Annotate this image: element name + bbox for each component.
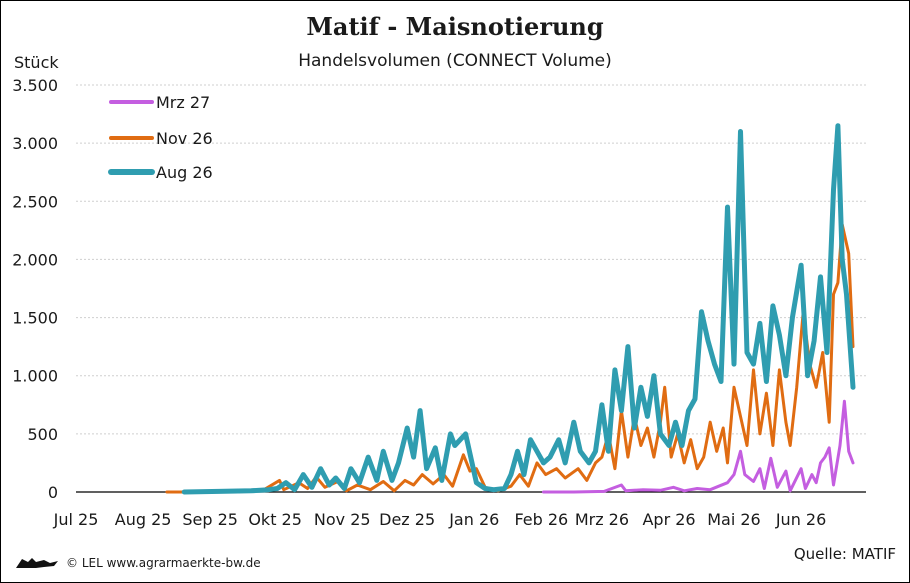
footer-credit-text: © LEL www.agrarmaerkte-bw.de — [66, 556, 261, 570]
y-tick-label: 3.500 — [12, 76, 58, 95]
x-tick-label: Jun 26 — [775, 510, 826, 529]
chart-subtitle: Handelsvolumen (CONNECT Volume) — [298, 51, 612, 71]
series-line-aug-26 — [181, 123, 856, 495]
x-tick-label: Feb 26 — [514, 510, 568, 529]
y-tick-label: 2.500 — [12, 192, 58, 211]
series-lines — [165, 123, 856, 495]
y-tick-label: 1.500 — [12, 309, 58, 328]
x-tick-label: Okt 25 — [248, 510, 302, 529]
x-tick-label: Jul 25 — [53, 510, 99, 529]
x-tick-label: Mai 26 — [707, 510, 761, 529]
y-axis-unit-label: Stück — [14, 53, 59, 72]
footer-credit: © LEL www.agrarmaerkte-bw.de — [14, 556, 261, 570]
y-tick-label: 1.000 — [12, 367, 58, 386]
x-axis-ticks: Jul 25 Aug 25 Sep 25 Okt 25 Nov 25 Dez 25 Jan … — [53, 510, 827, 529]
y-tick-label: 3.000 — [12, 134, 58, 153]
x-tick-label: Mrz 26 — [575, 510, 629, 529]
y-axis-ticks: 0 500 1.000 1.500 2.000 2.500 3.000 3.500 — [12, 76, 58, 502]
x-tick-label: Apr 26 — [642, 510, 695, 529]
series-line-mrz-27 — [542, 399, 855, 494]
y-tick-label: 500 — [27, 425, 58, 444]
legend-label: Aug 26 — [156, 163, 213, 182]
chart-title: Matif - Maisnotierung — [306, 12, 604, 41]
series-line-nov-26 — [165, 223, 855, 494]
state-lion-logo-icon — [16, 558, 58, 568]
footer-source: Quelle: MATIF — [793, 545, 896, 563]
x-tick-label: Dez 25 — [379, 510, 435, 529]
x-tick-label: Aug 25 — [115, 510, 172, 529]
y-tick-label: 0 — [48, 483, 58, 502]
legend-label: Nov 26 — [156, 129, 213, 148]
x-tick-label: Sep 25 — [182, 510, 238, 529]
legend: Mrz 27 Nov 26 Aug 26 — [108, 93, 213, 182]
legend-label: Mrz 27 — [156, 93, 210, 112]
y-tick-label: 2.000 — [12, 250, 58, 269]
x-tick-label: Nov 25 — [314, 510, 371, 529]
x-tick-label: Jan 26 — [448, 510, 499, 529]
